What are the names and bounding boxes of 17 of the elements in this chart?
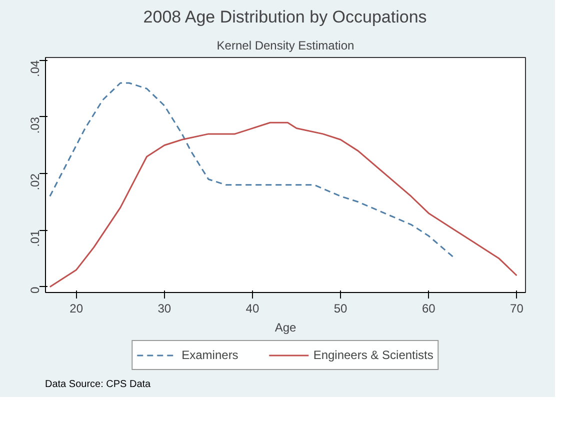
source-note: Data Source: CPS Data bbox=[45, 378, 151, 392]
x-tick-label: 40 bbox=[246, 302, 260, 316]
chart-subtitle: Kernel Density Estimation bbox=[216, 38, 354, 52]
y-tick-label: .02 bbox=[28, 173, 42, 190]
x-tick-label: 50 bbox=[334, 302, 348, 316]
legend-label: Engineers & Scientists bbox=[313, 348, 434, 362]
chart-title: 2008 Age Distribution by Occupations bbox=[143, 8, 427, 26]
x-tick-label: 60 bbox=[422, 302, 436, 316]
x-tick-label: 70 bbox=[510, 302, 524, 316]
x-tick-label: 30 bbox=[158, 302, 172, 316]
y-tick-label: .03 bbox=[28, 116, 42, 134]
x-tick-label: 20 bbox=[70, 302, 84, 316]
y-tick-label: .04 bbox=[28, 60, 42, 78]
y-tick-label: 0 bbox=[28, 286, 42, 294]
legend-label: Examiners bbox=[182, 348, 238, 362]
x-axis-title: Age bbox=[274, 320, 296, 334]
y-tick-label: .01 bbox=[28, 230, 42, 247]
